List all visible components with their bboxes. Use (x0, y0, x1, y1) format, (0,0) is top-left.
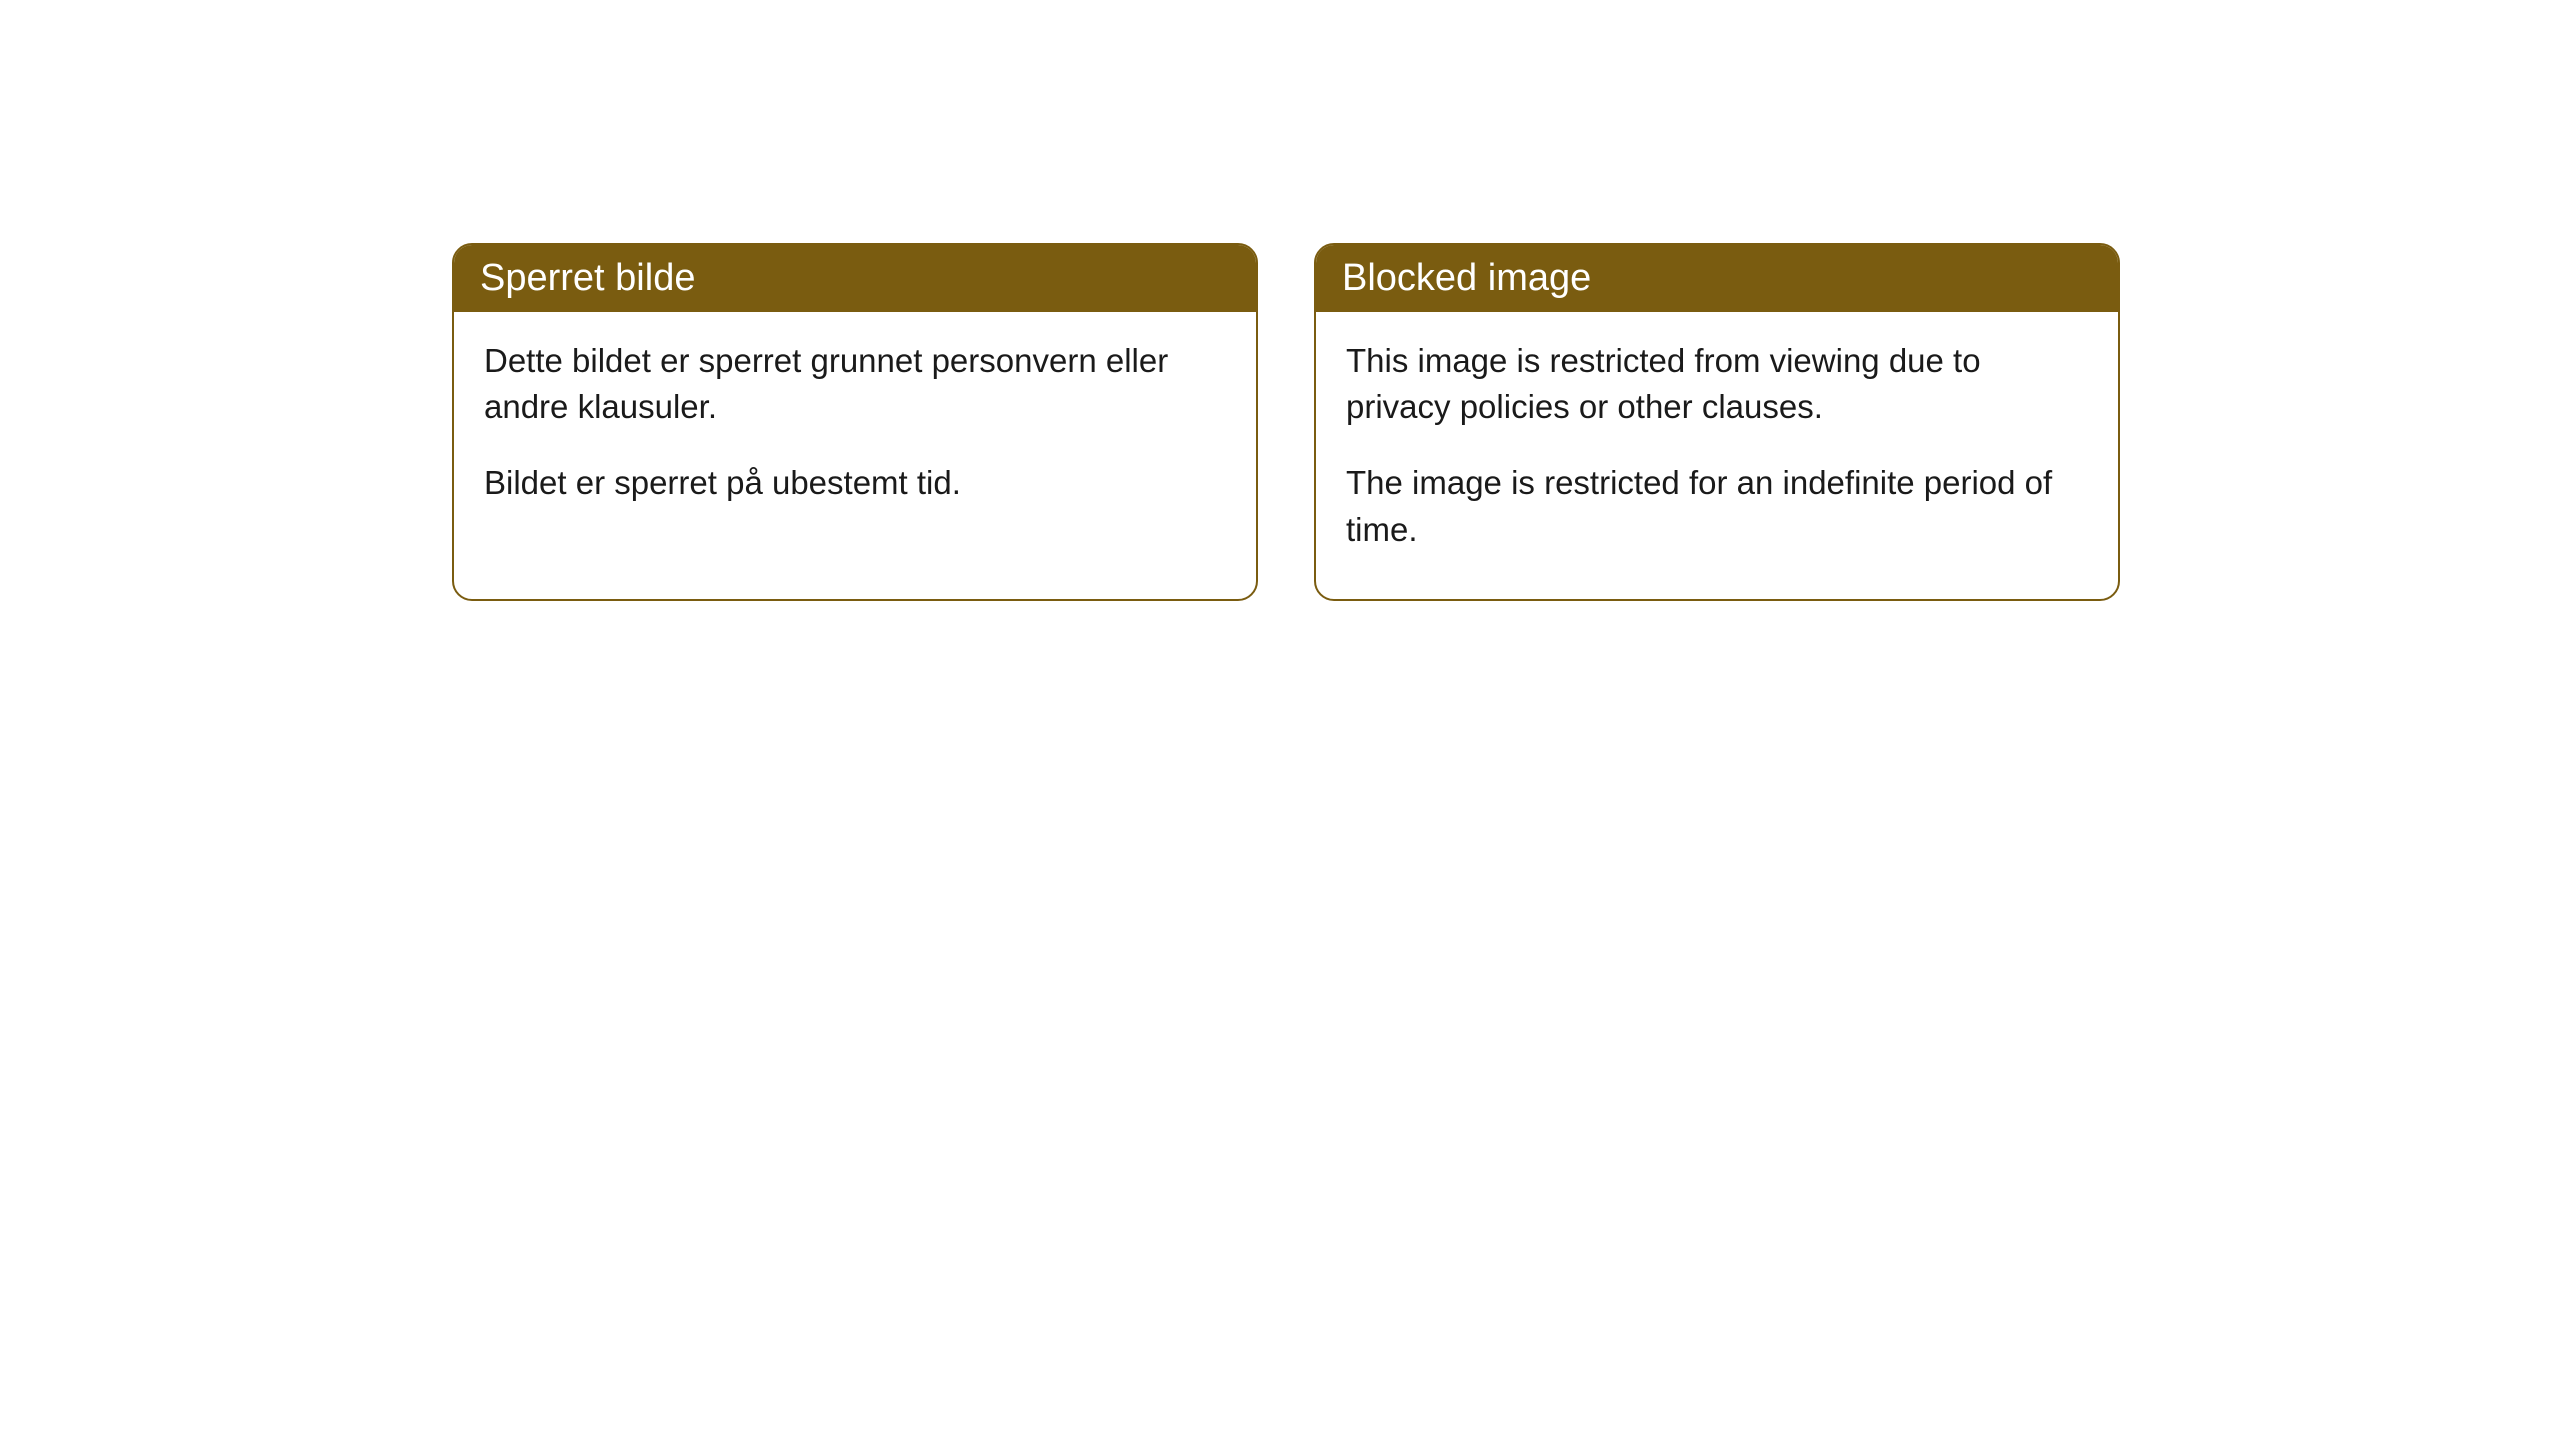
card-title: Sperret bilde (480, 257, 695, 299)
card-title: Blocked image (1342, 257, 1591, 299)
card-body-norwegian: Dette bildet er sperret grunnet personve… (454, 312, 1256, 553)
card-header-english: Blocked image (1316, 245, 2118, 312)
notice-text-2: The image is restricted for an indefinit… (1346, 460, 2088, 552)
notice-text-1: This image is restricted from viewing du… (1346, 338, 2088, 430)
notice-card-english: Blocked image This image is restricted f… (1314, 243, 2120, 601)
notice-text-2: Bildet er sperret på ubestemt tid. (484, 460, 1226, 506)
notice-text-1: Dette bildet er sperret grunnet personve… (484, 338, 1226, 430)
card-body-english: This image is restricted from viewing du… (1316, 312, 2118, 599)
card-header-norwegian: Sperret bilde (454, 245, 1256, 312)
blocked-image-notices: Sperret bilde Dette bildet er sperret gr… (452, 243, 2120, 601)
notice-card-norwegian: Sperret bilde Dette bildet er sperret gr… (452, 243, 1258, 601)
